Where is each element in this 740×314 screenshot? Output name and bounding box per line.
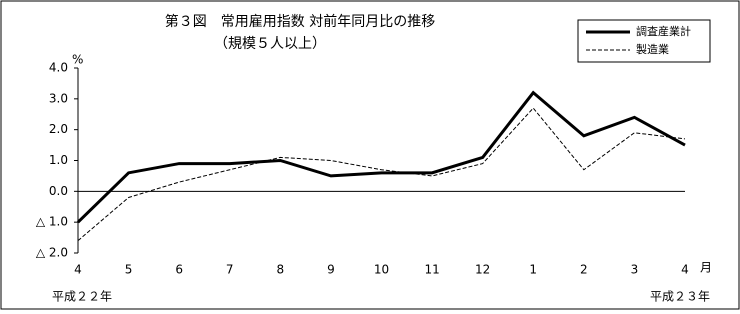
x-tick-label: 9 <box>327 263 335 277</box>
series-line <box>76 90 686 224</box>
x-tick-label: 6 <box>175 263 183 277</box>
y-tick-label: 1.0 <box>49 153 68 167</box>
annotation: 平成２３年 <box>650 290 710 304</box>
y-tick-label: 3.0 <box>49 91 68 105</box>
x-tick-label: 10 <box>374 263 389 277</box>
x-tick-label: 4 <box>681 263 689 277</box>
y-tick-label: 2.0 <box>49 122 68 136</box>
y-tick-label: △ 1.0 <box>36 215 68 229</box>
x-tick-label: 3 <box>631 263 639 277</box>
x-tick-label: 4 <box>74 263 82 277</box>
chart-subtitle: （規模５人以上） <box>214 36 326 52</box>
x-unit: 月 <box>700 261 712 275</box>
x-tick-label: 12 <box>475 263 490 277</box>
y-tick-label: 4.0 <box>49 61 68 75</box>
x-tick-label: 7 <box>226 263 234 277</box>
x-tick-label: 2 <box>580 263 588 277</box>
legend-box <box>577 19 711 63</box>
series-line <box>77 107 686 242</box>
y-tick-label: △ 2.0 <box>36 246 68 260</box>
x-tick-label: 8 <box>277 263 285 277</box>
y-unit: % <box>72 53 83 67</box>
y-tick-label: 0.0 <box>49 184 68 198</box>
x-tick-label: 1 <box>529 263 537 277</box>
x-tick-label: 5 <box>125 263 133 277</box>
x-tick-label: 11 <box>424 263 439 277</box>
annotation: 平成２２年 <box>52 290 112 304</box>
legend-label: 調査産業計 <box>636 24 691 38</box>
chart-title: 第３図 常用雇用指数 対前年同月比の推移 <box>165 13 435 30</box>
legend-label: 製造業 <box>636 42 669 56</box>
